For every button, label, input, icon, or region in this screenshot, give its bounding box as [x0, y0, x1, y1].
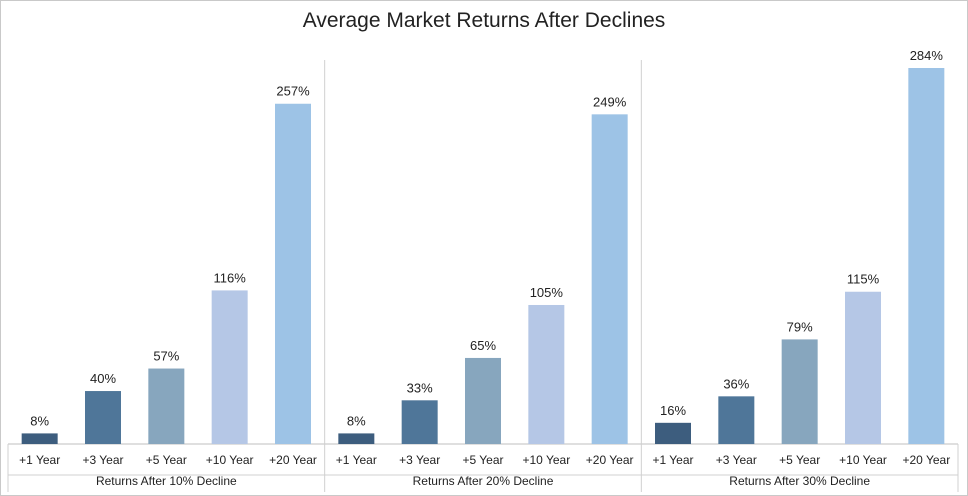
- data-label: 79%: [787, 319, 813, 334]
- bar: [401, 400, 438, 444]
- data-label: 40%: [90, 371, 116, 386]
- chart-title: Average Market Returns After Declines: [302, 9, 666, 32]
- x-tick-label: +3 Year: [399, 453, 440, 467]
- data-label: 57%: [153, 349, 179, 364]
- x-tick-label: +20 Year: [586, 453, 634, 467]
- data-label: 115%: [847, 272, 880, 287]
- x-tick-label: +1 Year: [652, 453, 693, 467]
- data-label: 36%: [723, 376, 749, 391]
- data-label: 33%: [407, 380, 433, 395]
- x-tick-label: +10 Year: [522, 453, 570, 467]
- bar: [21, 433, 58, 444]
- bar: [211, 290, 248, 444]
- bar: [528, 304, 565, 444]
- data-label: 116%: [214, 270, 247, 285]
- group-label: Returns After 20% Decline: [413, 474, 554, 488]
- bar: [85, 391, 121, 444]
- bar: [338, 433, 375, 444]
- x-tick-label: +5 Year: [146, 453, 187, 467]
- bar: [718, 396, 755, 444]
- bar: [908, 68, 945, 444]
- data-label: 65%: [470, 338, 496, 353]
- group-label: Returns After 30% Decline: [729, 474, 870, 488]
- x-tick-label: +20 Year: [269, 453, 317, 467]
- bar: [591, 114, 628, 445]
- x-tick-label: +5 Year: [462, 453, 503, 467]
- x-tick-label: +10 Year: [206, 453, 254, 467]
- data-label: 8%: [30, 413, 49, 428]
- x-tick-label: +20 Year: [902, 453, 950, 467]
- x-tick-label: +3 Year: [716, 453, 757, 467]
- bar: [655, 422, 691, 444]
- bar: [148, 368, 185, 444]
- bar: [845, 291, 881, 444]
- data-label: 8%: [347, 413, 366, 428]
- bar: [275, 103, 311, 445]
- data-label: 249%: [593, 94, 627, 109]
- data-label: 16%: [660, 403, 686, 418]
- data-label: 257%: [276, 84, 310, 99]
- x-tick-label: +1 Year: [336, 453, 377, 467]
- data-label: 284%: [910, 48, 944, 63]
- x-tick-label: +5 Year: [779, 453, 820, 467]
- group-label: Returns After 10% Decline: [96, 474, 237, 488]
- data-label: 105%: [530, 285, 564, 300]
- bar: [781, 339, 818, 444]
- x-tick-label: +1 Year: [19, 453, 60, 467]
- x-tick-label: +10 Year: [839, 453, 887, 467]
- x-tick-label: +3 Year: [82, 453, 123, 467]
- bar: [465, 357, 501, 444]
